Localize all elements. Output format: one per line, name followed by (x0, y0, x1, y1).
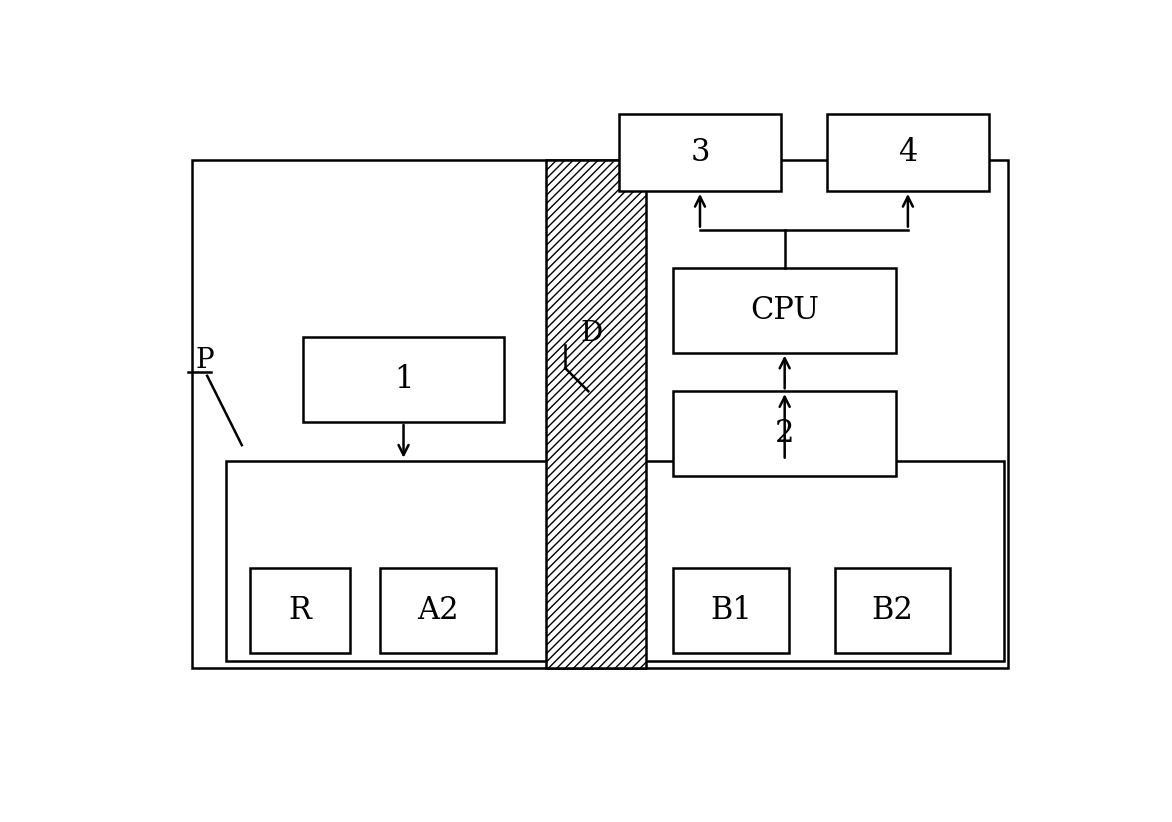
Text: P: P (196, 347, 214, 374)
Bar (673, 268, 897, 353)
Text: 4: 4 (898, 137, 918, 168)
Bar (673, 391, 897, 476)
Text: A2: A2 (417, 595, 459, 626)
Bar (619, 114, 781, 191)
Text: 2: 2 (775, 418, 795, 449)
Bar (642, 460, 1004, 661)
Bar (250, 568, 349, 653)
Bar (546, 160, 646, 668)
Bar (673, 568, 789, 653)
Bar (304, 337, 504, 422)
Text: D: D (580, 320, 602, 347)
Text: B2: B2 (872, 595, 913, 626)
Bar (827, 114, 989, 191)
Bar (834, 568, 950, 653)
Text: B1: B1 (710, 595, 751, 626)
Text: 1: 1 (394, 364, 414, 395)
Text: 3: 3 (690, 137, 710, 168)
Bar (226, 460, 550, 661)
Text: CPU: CPU (750, 295, 819, 326)
Text: R: R (288, 595, 311, 626)
Bar (381, 568, 496, 653)
Bar (192, 160, 1008, 668)
